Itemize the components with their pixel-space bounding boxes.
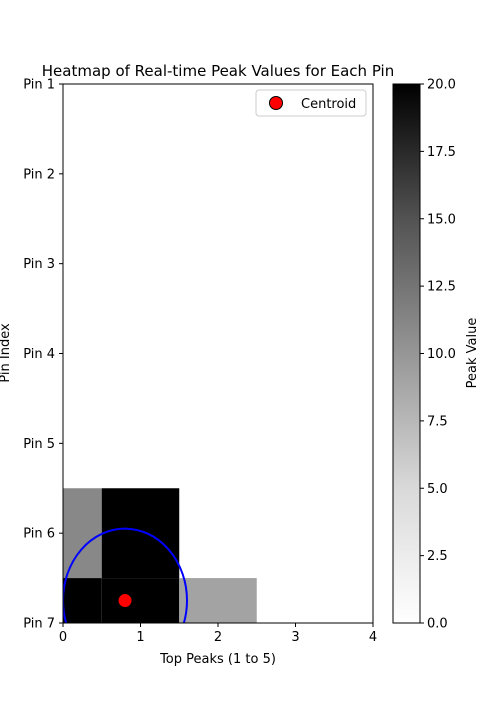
y-tick-label: Pin 7	[23, 617, 55, 632]
x-tick-label: 2	[214, 630, 222, 645]
chart-title: Heatmap of Real-time Peak Values for Eac…	[42, 62, 394, 80]
x-axis-ticks: 0 1 2 3 4	[59, 623, 377, 645]
heatmap-cell	[179, 578, 257, 623]
y-tick-label: Pin 2	[23, 167, 55, 182]
y-tick-label: Pin 6	[23, 527, 55, 542]
heatmap-cell	[63, 488, 102, 579]
colorbar-tick-label: 5.0	[427, 482, 448, 497]
legend-label: Centroid	[301, 97, 356, 112]
y-tick-label: Pin 1	[23, 78, 55, 93]
y-tick-label: Pin 4	[23, 347, 55, 362]
colorbar-tick-label: 0.0	[427, 617, 448, 632]
legend: Centroid	[255, 89, 367, 117]
x-tick-label: 4	[369, 630, 377, 645]
colorbar-tick-label: 10.0	[427, 347, 456, 362]
heatmap-cells	[63, 488, 257, 623]
y-axis-label: Pin Index	[0, 323, 13, 383]
colorbar-tick-label: 17.5	[427, 145, 456, 160]
centroid-marker	[118, 594, 132, 608]
x-tick-label: 1	[136, 630, 144, 645]
legend-box	[255, 89, 367, 117]
y-tick-label: Pin 3	[23, 257, 55, 272]
colorbar-label: Peak Value	[465, 318, 480, 389]
colorbar	[392, 83, 421, 624]
colorbar-tick-label: 20.0	[427, 78, 456, 93]
colorbar-ticks: 0.0 2.5 5.0 7.5 10.0 12.5 15.0 17.5 20.0	[420, 78, 456, 632]
colorbar-tick-label: 7.5	[427, 414, 448, 429]
colorbar-tick-label: 2.5	[427, 549, 448, 564]
x-tick-label: 0	[59, 630, 67, 645]
x-tick-label: 3	[291, 630, 299, 645]
heatmap-cell	[63, 578, 102, 623]
colorbar-tick-label: 12.5	[427, 280, 456, 295]
overlay-layer	[63, 527, 188, 623]
legend-centroid-marker	[269, 96, 283, 110]
x-axis-label: Top Peaks (1 to 5)	[159, 652, 276, 667]
heatmap-cell	[101, 488, 180, 579]
y-axis-ticks: Pin 1 Pin 2 Pin 3 Pin 4 Pin 5 Pin 6 Pin 7	[23, 78, 63, 632]
heatmap-cell	[101, 578, 180, 623]
colorbar-tick-label: 15.0	[427, 212, 456, 227]
y-tick-label: Pin 5	[23, 437, 55, 452]
centroid-circle	[63, 527, 188, 623]
